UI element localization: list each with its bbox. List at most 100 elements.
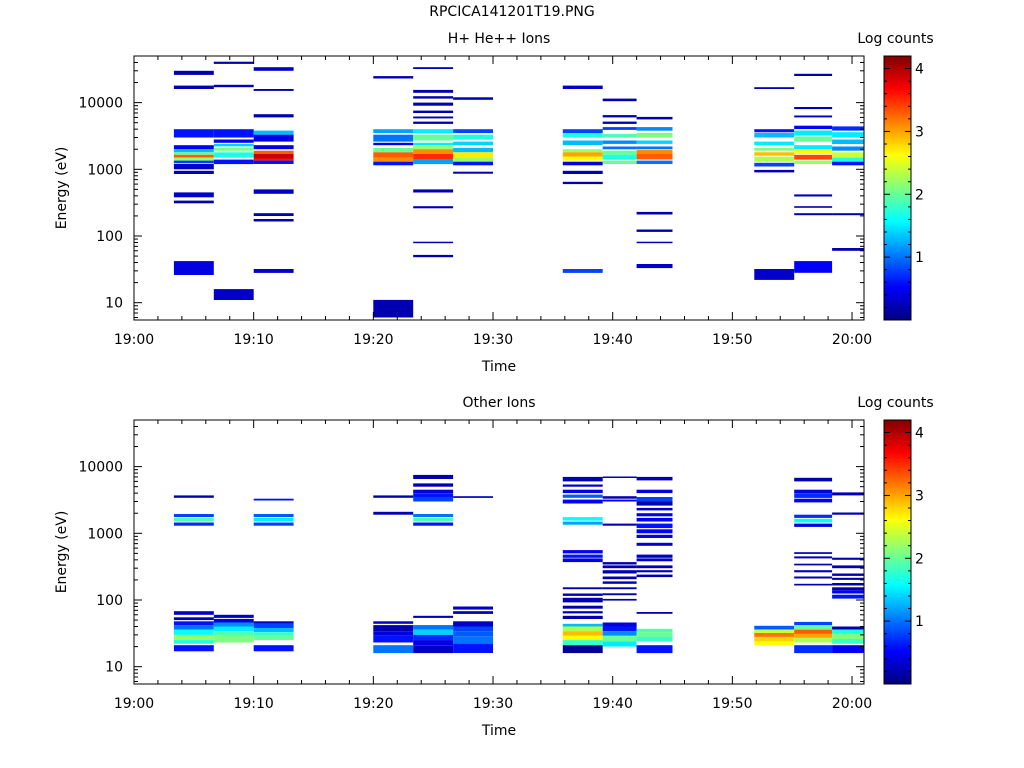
- heatmap-cell: [754, 147, 795, 151]
- heatmap-cell: [562, 597, 603, 603]
- x-tick-label: 19:00: [114, 696, 154, 712]
- heatmap-cell: [636, 645, 673, 654]
- heatmap-cell: [253, 89, 294, 91]
- heatmap-cell: [562, 133, 603, 138]
- heatmap-cell: [832, 594, 864, 599]
- x-tick-label: 20:00: [832, 332, 872, 348]
- heatmap-cell: [602, 565, 637, 569]
- heatmap-cell: [413, 134, 454, 141]
- heatmap-cell: [754, 156, 795, 162]
- heatmap-cell: [636, 632, 673, 637]
- heatmap-cell: [173, 152, 214, 155]
- heatmap-cell: [453, 636, 493, 644]
- heatmap-cell: [413, 517, 454, 522]
- heatmap-cell: [373, 631, 414, 636]
- heatmap-cell: [602, 587, 637, 590]
- heatmap-cell: [213, 143, 254, 147]
- heatmap-cell: [562, 623, 603, 627]
- heatmap-cell: [253, 517, 294, 522]
- panel-title: Other Ions: [462, 395, 535, 411]
- heatmap-cell: [602, 476, 637, 478]
- x-tick-label: 20:00: [832, 696, 872, 712]
- heatmap-cell: [562, 156, 603, 161]
- heatmap-cell: [213, 289, 254, 300]
- heatmap-cell: [602, 160, 637, 164]
- heatmap-cell: [602, 523, 637, 526]
- panel-1: 19:00 19:10 19:20 19:30 19:40 19:50 20:00 10 100…: [54, 31, 934, 375]
- heatmap-cell: [562, 517, 603, 521]
- heatmap-cell: [253, 632, 294, 636]
- heatmap-cell: [832, 590, 864, 594]
- heatmap-cell: [413, 116, 454, 119]
- heatmap-cell: [253, 635, 294, 641]
- heatmap-cell: [373, 645, 414, 654]
- heatmap-cell: [636, 517, 673, 522]
- heatmap-cell: [562, 170, 603, 174]
- heatmap-cell: [794, 130, 833, 136]
- heatmap-cell: [213, 147, 254, 151]
- heatmap-cell: [636, 153, 673, 160]
- heatmap-cell: [562, 476, 603, 482]
- heatmap-cell: [636, 612, 673, 614]
- heatmap-cell: [562, 494, 603, 498]
- colorbar: 1 2 3 4 Log counts: [857, 31, 934, 321]
- heatmap-cell: [413, 629, 454, 635]
- heatmap-cell: [453, 626, 493, 632]
- heatmap-cells: [173, 474, 864, 654]
- heatmap-cell: [173, 70, 214, 75]
- heatmap-cell: [754, 633, 795, 637]
- heatmap-cell: [562, 554, 603, 558]
- heatmap-cell: [562, 499, 603, 504]
- heatmap-cell: [413, 254, 454, 258]
- heatmap-cell: [832, 577, 864, 580]
- colorbar: 1 2 3 4 Log counts: [857, 395, 934, 685]
- heatmap-cell: [373, 299, 414, 318]
- heatmap-cell: [832, 132, 864, 138]
- heatmap-cell: [373, 142, 414, 146]
- x-tick-label: 19:50: [712, 332, 752, 348]
- heatmap-cell: [253, 153, 294, 159]
- heatmap-cell: [413, 483, 454, 487]
- heatmap-cell: [453, 97, 493, 100]
- heatmap-cell: [832, 573, 864, 576]
- colorbar-tick-label: 4: [915, 62, 924, 78]
- heatmap-cell: [173, 200, 214, 204]
- heatmap-cell: [832, 139, 864, 144]
- heatmap-cell: [373, 147, 414, 153]
- heatmap-cell: [832, 565, 864, 569]
- heatmap-cell: [562, 152, 603, 157]
- heatmap-cell: [832, 213, 864, 216]
- heatmap-cell: [253, 269, 294, 273]
- heatmap-cell: [253, 522, 294, 526]
- heatmap-cell: [213, 61, 254, 64]
- heatmap-cell: [794, 150, 833, 154]
- y-tick-label: 10000: [78, 96, 123, 112]
- x-tick-label: 19:40: [593, 332, 633, 348]
- heatmap-cell: [453, 621, 493, 627]
- heatmap-cell: [754, 141, 795, 146]
- heatmap-cell: [794, 489, 833, 494]
- heatmap-cell: [562, 626, 603, 632]
- heatmap-cell: [173, 634, 214, 641]
- heatmap-cell: [253, 145, 294, 150]
- heatmap-cell: [253, 130, 294, 135]
- heatmap-cell: [173, 517, 214, 522]
- heatmap-cell: [602, 140, 637, 144]
- heatmap-cell: [794, 154, 833, 160]
- heatmap-cell: [562, 593, 603, 596]
- heatmap-cell: [173, 160, 214, 164]
- heatmap-cell: [832, 629, 864, 634]
- heatmap-cell: [602, 570, 637, 574]
- heatmap-cell: [832, 645, 864, 654]
- colorbar-tick-label: 1: [915, 614, 924, 630]
- heatmap-cell: [453, 129, 493, 134]
- heatmap-cell: [794, 493, 833, 498]
- heatmap-cell: [253, 645, 294, 652]
- heatmap-cell: [413, 615, 454, 618]
- heatmap-cell: [794, 73, 833, 76]
- heatmap-cell: [253, 67, 294, 71]
- heatmap-cell: [373, 152, 414, 158]
- y-tick-label: 1000: [87, 526, 123, 542]
- heatmap-cell: [562, 611, 603, 614]
- heatmap-cell: [636, 211, 673, 215]
